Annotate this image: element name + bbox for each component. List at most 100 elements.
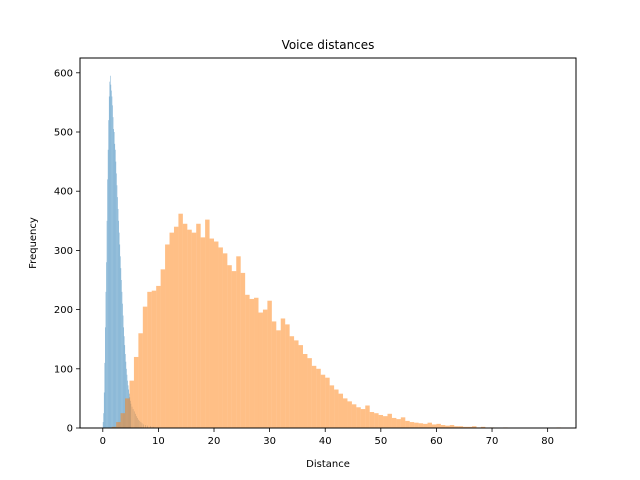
histogram-bar [124, 345, 126, 428]
histogram-bar [116, 173, 117, 428]
histogram-bar [307, 358, 312, 428]
histogram-bar [169, 232, 174, 428]
histogram-bar [102, 422, 104, 428]
histogram-bar [454, 426, 459, 428]
x-tick-label: 30 [263, 436, 276, 447]
histogram-bar [236, 256, 241, 428]
histogram-bar [240, 272, 246, 428]
x-tick-label: 10 [152, 436, 165, 447]
histogram-bar [113, 129, 114, 429]
histogram-bar [108, 96, 110, 428]
histogram-bar [120, 268, 122, 428]
histogram-bar [325, 377, 330, 428]
histogram-bar [196, 223, 201, 428]
histogram-bar [106, 262, 107, 428]
histogram-bar [365, 405, 370, 428]
histogram-bar [125, 361, 127, 428]
histogram-bar [302, 354, 308, 428]
x-axis-label: Distance [306, 459, 350, 470]
x-tick-label: 20 [208, 436, 221, 447]
x-axis-ticks: 0 10 20 30 40 50 60 70 80 [100, 428, 554, 447]
histogram-bar [118, 232, 120, 428]
histogram-bar [423, 423, 428, 428]
histogram-bar [133, 356, 139, 428]
histogram-bar [378, 414, 384, 428]
histogram-bar [119, 244, 121, 428]
histogram-bar [289, 336, 295, 428]
histogram-bar [104, 362, 106, 428]
x-tick-label: 80 [541, 436, 554, 447]
histogram-bar [156, 285, 161, 428]
y-tick-label: 600 [54, 68, 73, 79]
histogram-bar [209, 238, 215, 428]
histogram-bar [267, 300, 272, 428]
histogram-bar [112, 105, 113, 429]
chart-title: Voice distances [282, 38, 375, 52]
histogram-bar [360, 409, 366, 428]
histogram-bar [142, 306, 148, 428]
histogram-bar [480, 426, 486, 428]
histogram-bar [116, 422, 121, 428]
histogram-bar [182, 223, 188, 428]
histogram-bar [117, 197, 118, 428]
y-axis-label: Frequency [28, 217, 39, 269]
histogram-bar [129, 380, 134, 428]
histogram-bar [271, 321, 277, 428]
histogram-bar [165, 244, 170, 428]
histogram-bar [436, 423, 441, 428]
x-tick-label: 60 [430, 436, 443, 447]
histogram-bar [414, 422, 419, 428]
y-tick-label: 400 [54, 187, 73, 198]
histogram-bar [147, 291, 152, 428]
histogram-bar [218, 247, 223, 428]
x-tick-label: 40 [319, 436, 332, 447]
histogram-bar [351, 404, 357, 428]
histogram-bar [110, 84, 112, 428]
histogram-bar [249, 298, 255, 428]
histogram-bar [109, 81, 111, 429]
histogram-bar [114, 143, 116, 428]
histogram-bar [405, 420, 410, 428]
histogram-bar [458, 426, 464, 428]
histogram-bar [463, 426, 468, 428]
histogram-bar [343, 398, 348, 428]
y-tick-label: 100 [54, 364, 73, 375]
histogram-bar [173, 226, 179, 428]
histogram-bar [110, 75, 111, 428]
histogram-bar [445, 425, 450, 428]
histogram-bar [298, 345, 303, 428]
histogram-bar [107, 179, 108, 428]
histogram-bar [258, 312, 263, 428]
y-tick-label: 200 [54, 305, 73, 316]
histogram-bar [106, 220, 108, 428]
histogram-bar [105, 327, 106, 428]
histogram-bar [227, 265, 232, 428]
histogram-bar [472, 426, 477, 428]
histogram-bar [396, 419, 401, 428]
histogram-bar [122, 303, 123, 428]
histogram-bar [245, 294, 250, 428]
histogram-bar [121, 291, 123, 428]
histogram-bar [262, 309, 268, 428]
histogram-bar [280, 318, 286, 428]
histogram-bar [125, 354, 126, 428]
histogram-bar [160, 269, 166, 428]
histogram-bar [467, 426, 473, 428]
histogram-bar [103, 413, 104, 428]
histogram-bar [105, 291, 107, 428]
histogram-bar [205, 219, 210, 428]
histogram-bar [111, 90, 112, 428]
plot-frame [79, 57, 577, 429]
histogram-bar [334, 389, 339, 428]
histogram-bar [409, 422, 415, 428]
histogram-bar [107, 149, 109, 428]
histogram-bar [254, 297, 259, 428]
histogram-bar [108, 120, 109, 428]
histogram-bar [123, 327, 124, 428]
histogram-bar [383, 416, 388, 428]
histogram-bar [138, 333, 143, 428]
histogram-bar [116, 185, 118, 428]
x-tick-label: 0 [100, 436, 106, 447]
y-tick-label: 500 [54, 128, 73, 139]
